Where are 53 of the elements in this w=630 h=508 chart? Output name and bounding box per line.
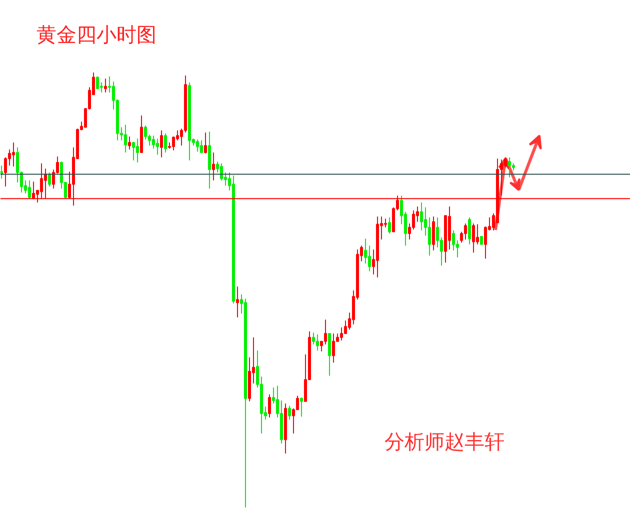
candlestick [428,216,431,256]
candlestick [324,319,327,345]
candlestick [436,216,439,248]
candlestick [388,216,391,234]
candlestick [96,76,99,90]
candlestick [340,326,343,341]
candlestick [204,132,207,154]
candlestick [16,146,19,184]
candlestick [412,210,415,230]
candlestick [132,142,135,161]
candlestick [432,216,435,251]
candlestick [420,202,423,231]
candlestick [220,162,223,181]
candlestick [212,152,215,181]
chart-title: 黄金四小时图 [36,22,156,46]
candlestick [12,142,15,167]
candlestick [328,332,331,376]
candlestick [136,138,139,164]
candlestick [268,394,271,418]
candlestick [104,78,107,94]
candlestick [288,405,291,420]
candlestick [300,396,303,418]
candlestick [128,136,131,150]
candlestick [484,226,487,260]
candlestick [476,224,479,245]
candlestick [448,206,451,250]
candlestick [464,222,467,240]
candlestick [200,140,203,154]
candlestick [208,131,211,190]
annotation: 分析师赵丰轩 [384,430,504,454]
candlestick [164,132,167,154]
candlestick [332,332,335,364]
candlestick [316,334,319,351]
candlestick [160,130,163,158]
candlestick [344,320,347,334]
candlestick [48,172,51,187]
candlestick [144,125,147,140]
candlestick [28,180,31,200]
candlestick [364,238,367,264]
candlestick [452,230,455,251]
candlestick [468,216,471,245]
candlestick [472,222,475,254]
candlestick [236,286,239,318]
candlestick [196,138,199,152]
candlestick [312,332,315,345]
candlestick [156,138,159,156]
candlestick [4,156,7,187]
candlestick [504,156,507,168]
candlestick [508,156,511,178]
candlestick [124,124,127,154]
candlestick [152,135,155,150]
candlestick [368,245,371,272]
candlestick [172,136,175,151]
